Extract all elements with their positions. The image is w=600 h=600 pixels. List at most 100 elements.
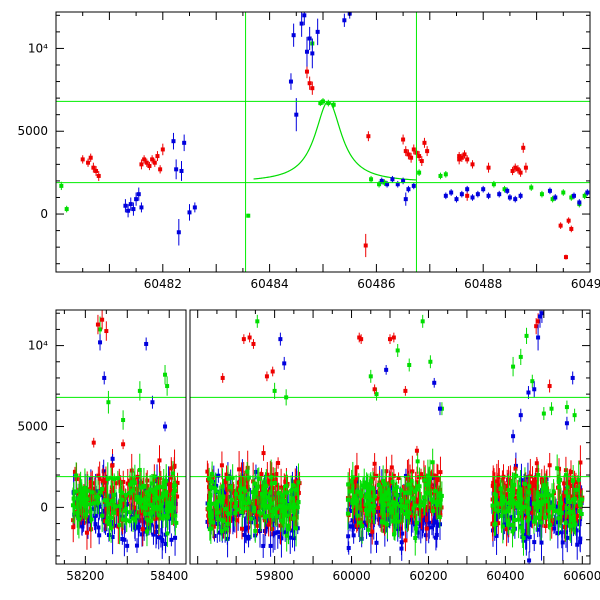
blue-dense-point [387, 514, 392, 519]
red-dense-point [253, 497, 258, 502]
top-guide-lines [56, 12, 590, 272]
red-data-point [160, 147, 165, 152]
blue-data-point [570, 375, 575, 380]
green-dense-point [546, 493, 551, 498]
red-dense-point [362, 505, 367, 510]
green-data-point [272, 388, 277, 393]
green-dense-point [358, 491, 363, 496]
green-dense-point [539, 520, 544, 525]
green-dense-point [577, 509, 582, 514]
blue-dense-point [244, 526, 249, 531]
green-dense-point [229, 497, 234, 502]
x-tick-label: 60482 [144, 277, 182, 291]
y-tick-label: 10⁴ [28, 339, 48, 353]
green-dense-point [398, 503, 403, 508]
green-dense-point [150, 505, 155, 510]
blue-data-point [179, 168, 184, 173]
green-dense-point [250, 490, 255, 495]
green-dense-point [403, 490, 408, 495]
green-dense-point [535, 491, 540, 496]
blue-dense-point [160, 539, 165, 544]
y-tick-label: 0 [40, 500, 48, 514]
green-dense-point [517, 488, 522, 493]
red-dense-point [82, 508, 87, 513]
green-dense-point [208, 518, 213, 523]
red-dense-point [415, 480, 420, 485]
blue-dense-point [435, 523, 440, 528]
green-dense-point [96, 495, 101, 500]
blue-data-point [291, 33, 296, 38]
green-dense-point [499, 498, 504, 503]
green-dense-point [567, 510, 572, 515]
green-dense-point [160, 495, 165, 500]
green-dense-point [392, 487, 397, 492]
green-dense-point [500, 524, 505, 529]
blue-dense-point [423, 533, 428, 538]
blue-dense-point [101, 469, 106, 474]
red-dense-point [121, 479, 126, 484]
green-dense-point [219, 517, 224, 522]
red-dense-point [140, 511, 145, 516]
green-dense-point [571, 515, 576, 520]
red-dense-point [549, 520, 554, 525]
green-data-point [582, 193, 587, 198]
green-dense-point [239, 493, 244, 498]
green-dense-point [413, 535, 418, 540]
green-dense-point [511, 527, 516, 532]
green-dense-point [72, 505, 77, 510]
green-dense-point [174, 520, 179, 525]
green-dense-point [106, 502, 111, 507]
green-dense-point [216, 510, 221, 515]
green-dense-point [76, 496, 81, 501]
green-dense-point [237, 495, 242, 500]
green-dense-point [431, 508, 436, 513]
blue-dense-point [138, 494, 143, 499]
green-dense-point [92, 501, 97, 506]
blue-dense-point [147, 525, 152, 530]
green-dense-point [165, 500, 170, 505]
green-dense-point [240, 509, 245, 514]
red-dense-point [387, 481, 392, 486]
green-dense-point [268, 497, 273, 502]
green-dense-point [123, 493, 128, 498]
blue-dense-point [578, 536, 583, 541]
red-data-point [310, 86, 315, 91]
blue-data-point [304, 49, 309, 54]
green-dense-point [430, 460, 435, 465]
green-dense-point [434, 503, 439, 508]
red-data-point [359, 337, 364, 342]
blue-dense-point [101, 508, 106, 513]
green-data-point [377, 182, 382, 187]
green-dense-point [404, 505, 409, 510]
red-dense-point [144, 484, 149, 489]
green-dense-point [511, 489, 516, 494]
red-dense-point [531, 490, 536, 495]
red-data-point [91, 440, 96, 445]
red-dense-point [377, 480, 382, 485]
green-dense-point [371, 509, 376, 514]
green-dense-point [362, 485, 367, 490]
green-dense-point [261, 499, 266, 504]
blue-dense-point [230, 516, 235, 521]
green-dense-point [380, 496, 385, 501]
x-tick-label: 60200 [409, 569, 447, 583]
green-dense-point [141, 505, 146, 510]
green-dense-point [368, 485, 373, 490]
blue-data-point [406, 187, 411, 192]
blue-data-point [585, 190, 590, 195]
red-dense-point [496, 521, 501, 526]
blue-dense-point [368, 532, 373, 537]
green-dense-point [565, 485, 570, 490]
blue-data-point [315, 29, 320, 34]
green-dense-point [160, 516, 165, 521]
green-dense-point [155, 485, 160, 490]
green-dense-point [132, 480, 137, 485]
green-dense-point [345, 511, 350, 516]
green-dense-point [522, 505, 527, 510]
red-dense-point [435, 477, 440, 482]
green-dense-point [519, 505, 524, 510]
red-data-point [121, 442, 126, 447]
green-dense-point [234, 492, 239, 497]
red-data-point [563, 255, 568, 260]
red-dense-point [573, 480, 578, 485]
